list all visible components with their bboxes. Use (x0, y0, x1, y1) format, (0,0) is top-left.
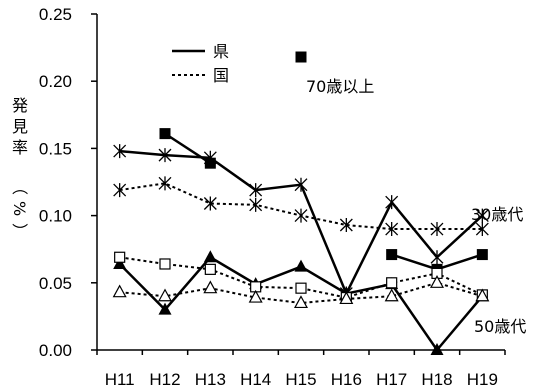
data-point (157, 288, 173, 302)
x-tick-label: H17 (376, 370, 407, 389)
data-point (112, 284, 127, 298)
data-point (158, 302, 172, 315)
data-point (295, 51, 307, 63)
x-tick-label: H16 (331, 370, 362, 389)
y-axis-label: 発 見 率 （ % ） (10, 96, 29, 239)
data-point (386, 277, 398, 289)
x-tick-label: H13 (195, 370, 226, 389)
data-point (203, 250, 217, 263)
y-tick-label: 0.10 (39, 207, 72, 226)
x-tick-label: H11 (105, 370, 135, 389)
data-point (339, 291, 354, 305)
y-axis-label-char: （ (10, 179, 29, 195)
data-point (476, 249, 488, 261)
series-line (119, 281, 483, 304)
data-point (248, 289, 263, 303)
data-point (386, 249, 398, 261)
data-point (113, 144, 127, 159)
data-point (158, 148, 172, 163)
data-point (430, 343, 444, 355)
series-group (112, 51, 490, 355)
data-point (113, 183, 127, 198)
x-tick-label: H14 (240, 370, 271, 389)
series-5 (112, 275, 490, 309)
data-point (113, 256, 127, 269)
y-tick-label: 0.15 (39, 139, 72, 158)
annotation-30s: 30歳代 (471, 205, 523, 224)
legend-label-prefecture: 県 (213, 42, 229, 61)
data-point (293, 295, 309, 309)
y-axis-label-char: ） (10, 223, 29, 239)
data-point (249, 183, 263, 198)
legend: 県 国 (172, 42, 229, 85)
data-point (475, 222, 489, 237)
annotation-70s: 70歳以上 (306, 77, 374, 96)
data-point (385, 195, 399, 210)
y-axis-label-char: % (10, 201, 29, 216)
data-point (203, 196, 217, 211)
data-point (159, 128, 171, 140)
x-tick-labels: H11 H12 H13 H14 H15 H16 H17 H18 H19 (105, 370, 498, 389)
data-point (475, 208, 489, 223)
data-point (294, 259, 308, 272)
y-tick-label: 0.20 (39, 72, 72, 91)
data-point (249, 197, 263, 212)
y-axis-label-char: 発 (12, 96, 28, 115)
series-line (119, 256, 483, 299)
data-point (203, 280, 218, 294)
data-point (475, 288, 490, 302)
data-point (430, 222, 444, 237)
legend-label-national: 国 (213, 66, 229, 85)
data-point (294, 208, 308, 223)
x-tick-label: H15 (285, 370, 316, 389)
series-line (164, 132, 212, 165)
data-point (159, 258, 171, 270)
data-point (114, 251, 126, 263)
data-point (429, 275, 445, 288)
y-tick-labels: 0.00 0.05 0.10 0.15 0.20 0.25 (39, 5, 72, 360)
y-tick-label: 0.05 (39, 274, 72, 293)
y-tick-label: 0.00 (39, 341, 72, 360)
data-point (384, 288, 399, 302)
y-axis-label-char: 見 (12, 117, 28, 136)
data-point (430, 250, 444, 265)
data-point (295, 282, 307, 294)
data-point (294, 177, 308, 192)
data-point (203, 150, 217, 165)
x-tick-label: H18 (421, 370, 452, 389)
data-point (385, 222, 399, 237)
data-point (204, 263, 216, 275)
data-point (339, 218, 353, 233)
y-axis-label-char: 率 (12, 138, 28, 157)
annotation-50s: 50歳代 (474, 317, 526, 336)
x-tick-label: H19 (467, 370, 498, 389)
data-point (158, 176, 172, 191)
series-2 (113, 176, 489, 237)
x-tick-label: H12 (149, 370, 180, 389)
y-tick-label: 0.25 (39, 5, 72, 24)
